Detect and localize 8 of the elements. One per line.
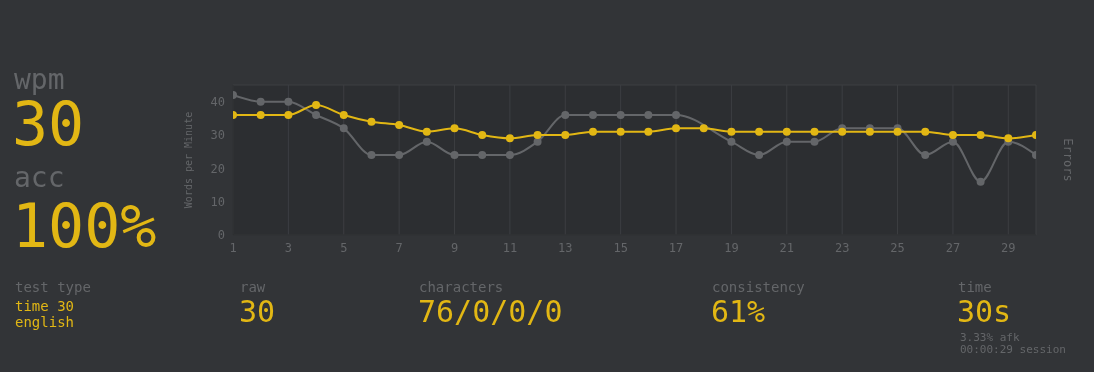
text: time 30 [15, 298, 75, 314]
text: 30s [957, 294, 1012, 329]
text: 30 [12, 89, 85, 159]
text: 100% [12, 191, 157, 261]
text: english [15, 314, 75, 330]
text: 30 [239, 294, 276, 329]
text: 76/0/0/0 [418, 294, 563, 329]
text: 61% [711, 294, 766, 329]
